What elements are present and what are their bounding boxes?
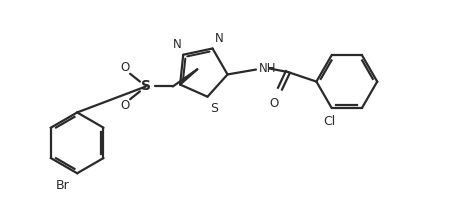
Text: O: O [121, 99, 130, 112]
Text: O: O [121, 61, 130, 74]
Text: NH: NH [258, 61, 276, 75]
Text: S: S [210, 102, 218, 115]
Text: S: S [141, 79, 151, 93]
Text: O: O [270, 97, 279, 111]
Text: N: N [173, 38, 181, 51]
Text: Br: Br [56, 179, 70, 192]
Text: Cl: Cl [323, 115, 335, 128]
Text: N: N [215, 32, 223, 45]
